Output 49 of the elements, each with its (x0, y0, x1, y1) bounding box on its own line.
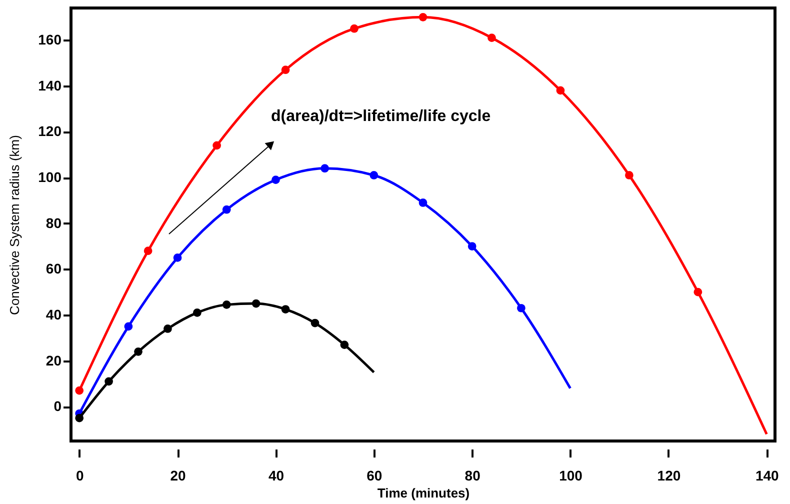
y-tick-label: 140 (38, 77, 62, 94)
y-axis-title: Convective System radius (km) (7, 135, 22, 315)
point (222, 300, 231, 309)
x-axis-title: Time (minutes) (377, 486, 470, 500)
y-tick-label: 120 (38, 123, 62, 140)
point (75, 386, 84, 395)
point (418, 12, 428, 22)
point (164, 324, 172, 333)
point (320, 164, 329, 173)
point (418, 198, 428, 207)
point (173, 254, 182, 262)
x-tick-label: 140 (755, 468, 780, 484)
point (488, 34, 496, 42)
point (144, 246, 152, 256)
y-tick-label: 20 (46, 352, 62, 368)
x-tick-label: 0 (76, 468, 84, 484)
point (252, 299, 260, 308)
point (104, 377, 113, 386)
y-tick-label: 160 (38, 32, 62, 48)
point (468, 242, 476, 250)
point (694, 288, 702, 296)
point (517, 304, 526, 312)
x-tick-label: 20 (170, 468, 186, 484)
x-tick-label: 80 (464, 468, 481, 484)
y-tick-label: 40 (46, 306, 62, 322)
x-tick-label: 100 (559, 468, 583, 484)
point (350, 24, 358, 33)
y-tick-label: 60 (46, 260, 62, 277)
point (124, 322, 133, 331)
x-tick-label: 60 (366, 468, 382, 484)
point (134, 347, 142, 356)
y-tick-label: 80 (46, 214, 62, 231)
y-tick-label: 100 (38, 169, 62, 186)
point (556, 86, 565, 95)
point (75, 414, 84, 422)
point (272, 176, 280, 184)
point (370, 171, 378, 180)
y-tick-label: 0 (54, 398, 62, 414)
point (340, 340, 349, 349)
point (222, 205, 231, 214)
point (310, 318, 320, 328)
point (281, 305, 290, 314)
point (281, 66, 290, 74)
point (192, 308, 202, 317)
point (625, 171, 634, 180)
point (212, 141, 221, 150)
x-tick-label: 120 (657, 468, 681, 484)
annotation: d(area)/dt=>lifetime/life cycle (271, 108, 491, 125)
x-tick-label: 40 (268, 468, 284, 484)
